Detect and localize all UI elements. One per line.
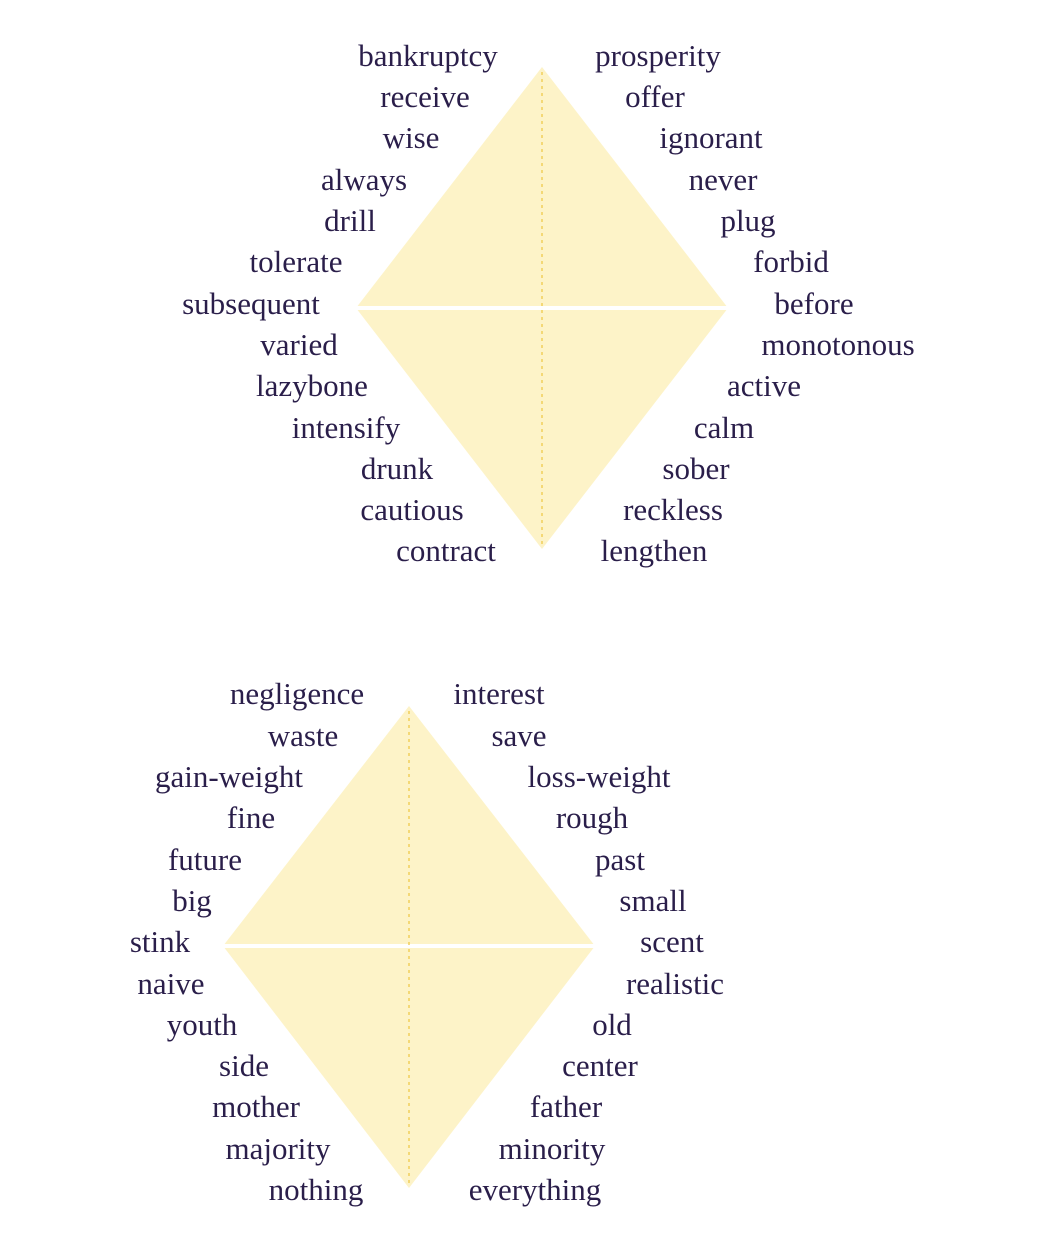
word-majority: majority <box>225 1131 331 1166</box>
word-stink: stink <box>129 924 191 959</box>
word-big: big <box>172 883 212 918</box>
word-contract: contract <box>396 533 496 568</box>
word-active: active <box>726 368 802 403</box>
word-realistic: realistic <box>625 966 725 1001</box>
word-negligence: negligence <box>229 676 365 711</box>
word-naive: naive <box>137 966 205 1001</box>
word-future: future <box>167 842 243 877</box>
word-bankruptcy: bankruptcy <box>358 38 498 73</box>
word-calm: calm <box>693 410 755 445</box>
word-plug: plug <box>720 203 776 238</box>
word-minority: minority <box>498 1131 606 1166</box>
word-old: old <box>592 1007 632 1042</box>
word-subsequent: subsequent <box>182 286 320 321</box>
word-center: center <box>562 1048 638 1083</box>
diamond-1 <box>356 67 728 549</box>
word-nothing: nothing <box>268 1172 364 1207</box>
word-sober: sober <box>662 451 730 486</box>
word-past: past <box>595 842 645 877</box>
word-monotonous: monotonous <box>761 327 915 362</box>
word-drill: drill <box>324 203 376 238</box>
word-small: small <box>619 883 687 918</box>
word-gain-weight: gain-weight <box>154 759 304 794</box>
word-father: father <box>529 1089 603 1124</box>
word-offer: offer <box>625 79 685 114</box>
word-receive: receive <box>380 79 470 114</box>
word-scent: scent <box>640 924 704 959</box>
word-prosperity: prosperity <box>595 38 721 73</box>
word-mother: mother <box>212 1089 300 1124</box>
word-save: save <box>491 718 547 753</box>
word-everything: everything <box>468 1172 602 1207</box>
word-before: before <box>774 286 854 321</box>
word-fine: fine <box>226 800 276 835</box>
word-forbid: forbid <box>753 244 829 279</box>
word-youth: youth <box>166 1007 238 1042</box>
word-ignorant: ignorant <box>659 120 763 155</box>
word-loss-weight: loss-weight <box>527 759 671 794</box>
word-varied: varied <box>260 327 338 362</box>
word-side: side <box>219 1048 269 1083</box>
word-lazybone: lazybone <box>256 368 368 403</box>
word-wise: wise <box>382 120 440 155</box>
word-interest: interest <box>453 676 545 711</box>
word-reckless: reckless <box>623 492 723 527</box>
word-never: never <box>688 162 758 197</box>
diamond-2 <box>223 706 595 1188</box>
word-cautious: cautious <box>360 492 464 527</box>
word-intensify: intensify <box>291 410 401 445</box>
word-rough: rough <box>555 800 629 835</box>
word-tolerate: tolerate <box>249 244 343 279</box>
word-always: always <box>320 162 408 197</box>
word-waste: waste <box>267 718 339 753</box>
word-lengthen: lengthen <box>600 533 708 568</box>
word-drunk: drunk <box>360 451 434 486</box>
